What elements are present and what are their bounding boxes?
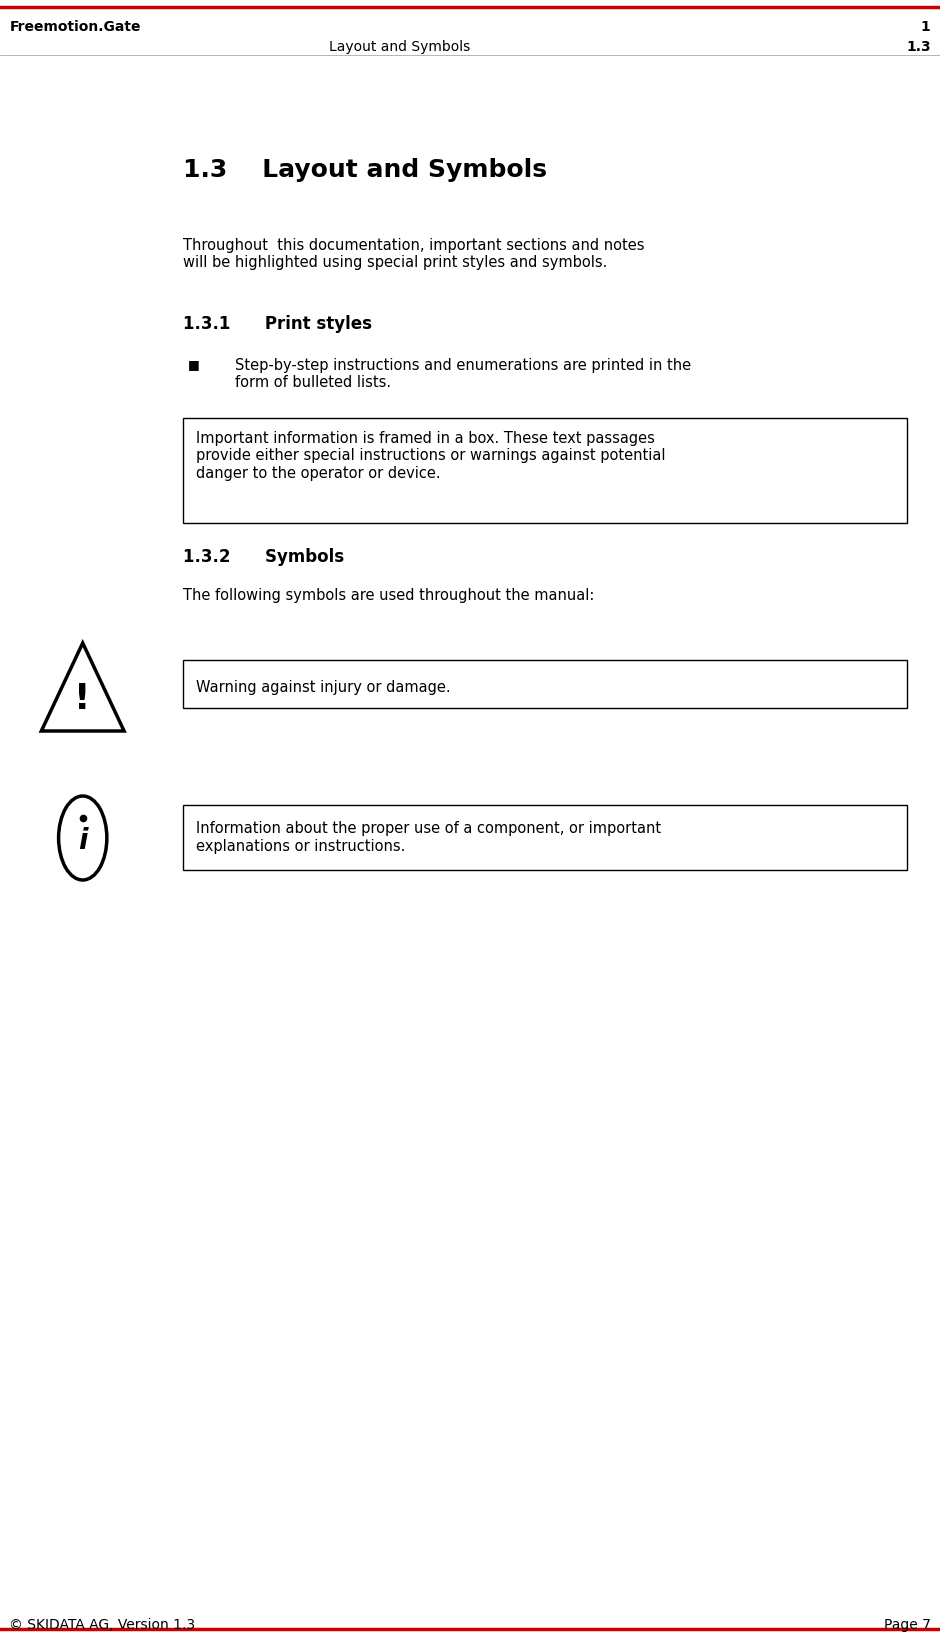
Text: Warning against injury or damage.: Warning against injury or damage. <box>196 679 450 695</box>
FancyBboxPatch shape <box>183 805 907 870</box>
Text: The following symbols are used throughout the manual:: The following symbols are used throughou… <box>183 587 595 604</box>
Text: Important information is framed in a box. These text passages
provide either spe: Important information is framed in a box… <box>196 432 665 481</box>
FancyBboxPatch shape <box>183 419 907 524</box>
Text: 1: 1 <box>921 20 931 34</box>
FancyBboxPatch shape <box>183 659 907 708</box>
Text: 1.3.1      Print styles: 1.3.1 Print styles <box>183 316 372 334</box>
Text: 1.3    Layout and Symbols: 1.3 Layout and Symbols <box>183 159 547 182</box>
Text: Layout and Symbols: Layout and Symbols <box>329 39 470 54</box>
Text: 1.3.2      Symbols: 1.3.2 Symbols <box>183 548 344 566</box>
Text: Step-by-step instructions and enumerations are printed in the
form of bulleted l: Step-by-step instructions and enumeratio… <box>235 358 691 391</box>
Text: Page 7: Page 7 <box>884 1618 931 1633</box>
Text: i: i <box>78 828 87 856</box>
Text: Information about the proper use of a component, or important
explanations or in: Information about the proper use of a co… <box>196 821 661 854</box>
Text: Freemotion.Gate: Freemotion.Gate <box>9 20 141 34</box>
Text: © SKIDATA AG, Version 1.3: © SKIDATA AG, Version 1.3 <box>9 1618 196 1633</box>
Text: Throughout  this documentation, important sections and notes
will be highlighted: Throughout this documentation, important… <box>183 237 645 270</box>
Text: 1.3: 1.3 <box>906 39 931 54</box>
Text: ■: ■ <box>188 358 199 371</box>
Text: !: ! <box>74 682 91 717</box>
